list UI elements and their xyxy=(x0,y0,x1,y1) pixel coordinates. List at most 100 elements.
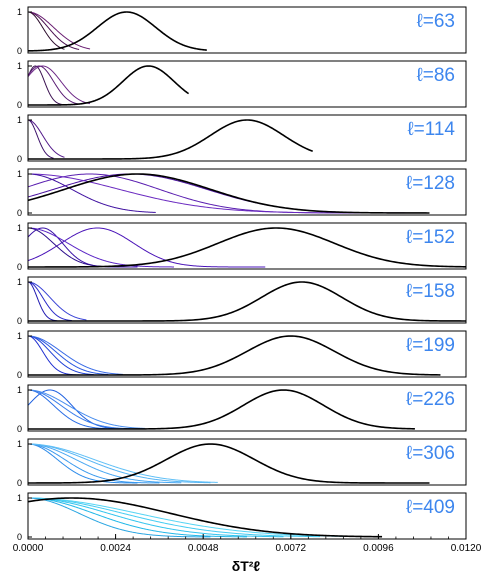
series-line xyxy=(28,443,138,484)
panel: 1 0 ℓ=409 xyxy=(17,492,467,542)
x-tick-label: 0.0048 xyxy=(188,543,219,554)
panel-curves xyxy=(28,443,430,484)
y-tick-label: 1 xyxy=(17,439,22,449)
series-line xyxy=(28,335,109,375)
panel-curves xyxy=(28,11,207,52)
series-line xyxy=(28,335,123,375)
panel-frame xyxy=(27,6,467,54)
y-tick-label: 1 xyxy=(17,115,22,125)
x-tick-label: 0.0000 xyxy=(13,543,44,554)
series-line xyxy=(28,281,73,322)
series-line xyxy=(28,497,357,538)
series-line xyxy=(28,11,65,50)
series-line xyxy=(28,227,138,268)
y-tick-label: 0 xyxy=(17,46,22,56)
panel: 1 0 ℓ=63 xyxy=(17,6,467,56)
series-line xyxy=(28,497,211,538)
series-line xyxy=(28,443,182,484)
panel: 1 0 ℓ=114 xyxy=(17,114,467,164)
x-axis-label: δT²ℓ xyxy=(232,558,261,574)
panel-label: ℓ=226 xyxy=(406,389,455,410)
series-line xyxy=(28,173,375,214)
panel: 1 0 ℓ=152 xyxy=(17,222,467,272)
series-line xyxy=(28,119,54,159)
series-line-main xyxy=(28,173,430,214)
panel: 1 0 ℓ=86 xyxy=(17,60,467,110)
panel-frame xyxy=(27,492,467,540)
series-line xyxy=(28,497,284,538)
series-line xyxy=(28,443,211,484)
y-tick-label: 0 xyxy=(17,532,22,542)
y-tick-label: 1 xyxy=(17,223,22,233)
series-line xyxy=(28,389,109,430)
x-axis: 0.0000 0.0024 0.0048 0.0072 0.0096 0.0120 xyxy=(13,534,482,554)
panel-label: ℓ=63 xyxy=(417,11,455,32)
panel-frame xyxy=(27,330,467,378)
panel-curves xyxy=(28,65,190,106)
panel-frame xyxy=(27,222,467,270)
x-tick-label: 0.0024 xyxy=(100,543,131,554)
panel: 1 0 ℓ=199 xyxy=(17,330,467,380)
panel-frame xyxy=(27,384,467,432)
series-line xyxy=(28,281,87,321)
panel-curves xyxy=(28,497,383,538)
series-line xyxy=(28,11,80,50)
series-line xyxy=(28,389,145,429)
panel-label: ℓ=86 xyxy=(417,65,455,86)
y-tick-label: 1 xyxy=(17,331,22,341)
y-tick-label: 0 xyxy=(17,262,22,272)
panel: 1 0 ℓ=306 xyxy=(17,438,467,488)
series-line xyxy=(28,389,120,430)
series-line-main xyxy=(28,119,313,160)
panel-frame xyxy=(27,168,467,216)
series-line xyxy=(28,281,58,322)
panels-group: 1 0 ℓ=63 1 0 ℓ=86 1 0 ℓ=114 1 0 ℓ=128 1 0 ℓ=152 1 0 ℓ=158… xyxy=(17,6,467,542)
panel-label: ℓ=128 xyxy=(406,173,455,194)
series-line-main xyxy=(28,11,207,52)
series-line xyxy=(28,11,91,50)
series-line-main xyxy=(28,497,383,538)
y-tick-label: 1 xyxy=(17,385,22,395)
series-line-main xyxy=(28,281,466,322)
series-line-main xyxy=(28,443,430,484)
panel-frame xyxy=(27,60,467,108)
panel-frame xyxy=(27,114,467,162)
series-line xyxy=(28,389,131,430)
y-tick-label: 0 xyxy=(17,316,22,326)
y-tick-label: 0 xyxy=(17,208,22,218)
y-tick-label: 1 xyxy=(17,169,22,179)
series-line xyxy=(28,173,156,213)
series-line xyxy=(28,227,175,268)
panel-frame xyxy=(27,276,467,324)
series-line-main xyxy=(28,389,415,430)
panel-curves xyxy=(28,173,430,214)
y-tick-label: 0 xyxy=(17,154,22,164)
panel-label: ℓ=199 xyxy=(406,335,455,356)
panel-label: ℓ=409 xyxy=(406,497,455,518)
x-tick-label: 0.0120 xyxy=(451,543,482,554)
panel-frame xyxy=(27,438,467,486)
y-tick-label: 0 xyxy=(17,370,22,380)
series-line xyxy=(28,443,160,484)
series-line xyxy=(28,173,430,214)
panel-curves xyxy=(28,335,441,376)
series-line xyxy=(28,65,65,106)
series-line xyxy=(28,227,266,268)
panel: 1 0 ℓ=226 xyxy=(17,384,467,434)
y-tick-label: 1 xyxy=(17,61,22,71)
panel-label: ℓ=158 xyxy=(406,281,455,302)
panel-label: ℓ=152 xyxy=(406,227,455,248)
panel-curves xyxy=(28,119,313,160)
y-tick-label: 1 xyxy=(17,7,22,17)
panel-curves xyxy=(28,389,415,430)
x-tick-label: 0.0072 xyxy=(276,543,307,554)
series-line xyxy=(28,335,94,376)
series-line-main xyxy=(28,335,441,376)
series-line-main xyxy=(28,227,466,268)
series-line xyxy=(28,497,248,538)
panel-label: ℓ=114 xyxy=(407,119,455,140)
series-line xyxy=(28,65,91,105)
panel: 1 0 ℓ=158 xyxy=(17,276,467,326)
panel: 1 0 ℓ=128 xyxy=(17,168,467,218)
